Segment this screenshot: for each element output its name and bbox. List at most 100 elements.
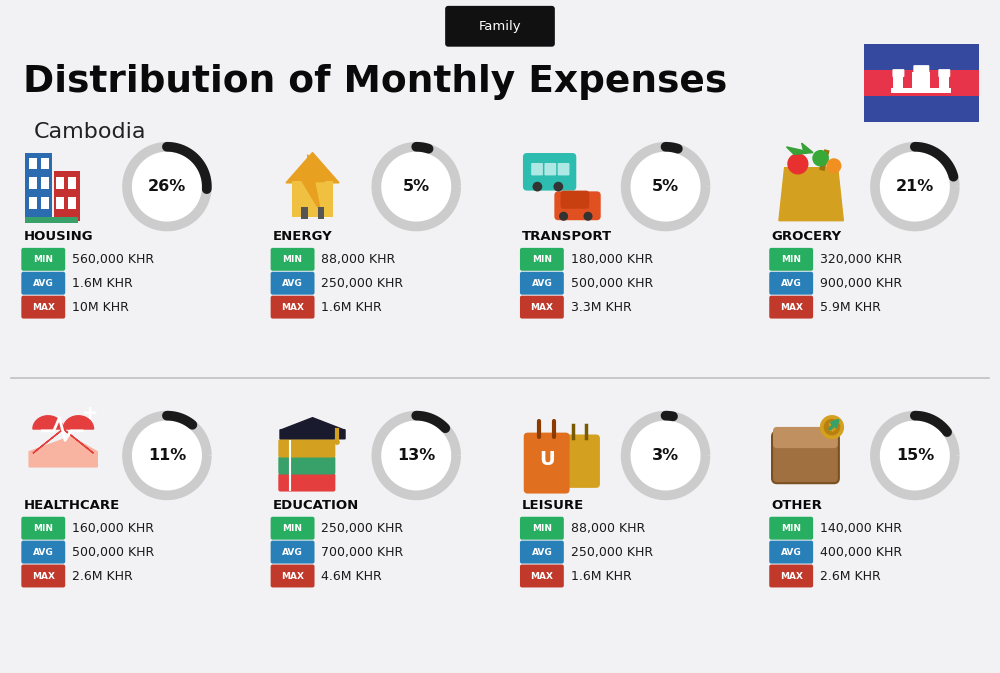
Text: MIN: MIN — [283, 524, 303, 533]
Text: 2.6M KHR: 2.6M KHR — [820, 569, 881, 583]
Circle shape — [824, 419, 840, 435]
Circle shape — [632, 422, 699, 489]
Polygon shape — [29, 437, 97, 467]
Circle shape — [533, 182, 542, 192]
Bar — [68, 197, 76, 209]
Text: 250,000 KHR: 250,000 KHR — [571, 546, 653, 559]
Bar — [893, 76, 903, 88]
Circle shape — [881, 422, 949, 489]
Circle shape — [123, 412, 211, 499]
Bar — [912, 72, 930, 88]
Text: 500,000 KHR: 500,000 KHR — [571, 277, 653, 289]
Circle shape — [382, 153, 450, 221]
Circle shape — [871, 143, 959, 230]
Text: 250,000 KHR: 250,000 KHR — [321, 277, 404, 289]
FancyBboxPatch shape — [544, 163, 556, 176]
Bar — [318, 207, 324, 219]
Circle shape — [622, 143, 709, 230]
Text: AVG: AVG — [532, 279, 552, 288]
Text: +: + — [81, 404, 98, 423]
Circle shape — [583, 212, 593, 221]
Text: 180,000 KHR: 180,000 KHR — [571, 253, 653, 266]
FancyBboxPatch shape — [271, 248, 315, 271]
Text: 4.6M KHR: 4.6M KHR — [321, 569, 382, 583]
FancyBboxPatch shape — [769, 565, 813, 588]
Bar — [29, 197, 37, 209]
Text: 13%: 13% — [397, 448, 435, 463]
Text: 3%: 3% — [652, 448, 679, 463]
Text: TRANSPORT: TRANSPORT — [522, 230, 612, 243]
Circle shape — [123, 143, 211, 230]
FancyBboxPatch shape — [520, 565, 564, 588]
FancyBboxPatch shape — [278, 456, 335, 474]
Text: MAX: MAX — [780, 571, 803, 581]
Text: 11%: 11% — [148, 448, 186, 463]
Text: 250,000 KHR: 250,000 KHR — [321, 522, 404, 535]
Circle shape — [335, 439, 340, 445]
Text: MAX: MAX — [281, 571, 304, 581]
FancyBboxPatch shape — [271, 295, 315, 318]
FancyBboxPatch shape — [445, 6, 555, 46]
FancyBboxPatch shape — [769, 272, 813, 295]
Text: $: $ — [828, 421, 836, 433]
FancyBboxPatch shape — [523, 153, 576, 190]
Text: Cambodia: Cambodia — [33, 122, 146, 142]
Bar — [891, 88, 951, 93]
FancyBboxPatch shape — [769, 248, 813, 271]
FancyBboxPatch shape — [524, 433, 570, 493]
Circle shape — [553, 182, 563, 192]
FancyBboxPatch shape — [21, 272, 65, 295]
Text: 5%: 5% — [403, 179, 430, 194]
Text: 5.9M KHR: 5.9M KHR — [820, 301, 881, 314]
Text: MAX: MAX — [281, 303, 304, 312]
Text: HEALTHCARE: HEALTHCARE — [23, 499, 120, 511]
FancyBboxPatch shape — [21, 295, 65, 318]
Text: MIN: MIN — [532, 255, 552, 264]
Bar — [864, 70, 979, 96]
Circle shape — [382, 422, 450, 489]
Bar — [41, 178, 49, 189]
FancyBboxPatch shape — [278, 473, 335, 491]
Text: Family: Family — [479, 20, 521, 33]
Circle shape — [826, 158, 841, 174]
FancyBboxPatch shape — [938, 69, 950, 77]
Polygon shape — [787, 143, 813, 155]
FancyBboxPatch shape — [769, 295, 813, 318]
FancyBboxPatch shape — [21, 517, 65, 540]
Circle shape — [133, 153, 201, 221]
FancyBboxPatch shape — [21, 565, 65, 588]
Text: 1.6M KHR: 1.6M KHR — [321, 301, 382, 314]
FancyBboxPatch shape — [558, 163, 569, 176]
Text: 560,000 KHR: 560,000 KHR — [72, 253, 154, 266]
Text: MAX: MAX — [530, 303, 553, 312]
FancyBboxPatch shape — [769, 517, 813, 540]
Text: 1.6M KHR: 1.6M KHR — [571, 569, 632, 583]
Text: AVG: AVG — [33, 548, 54, 557]
Text: 3.3M KHR: 3.3M KHR — [571, 301, 632, 314]
Circle shape — [820, 415, 844, 439]
Text: 26%: 26% — [148, 179, 186, 194]
Text: MAX: MAX — [32, 303, 55, 312]
Polygon shape — [301, 155, 324, 211]
Circle shape — [787, 153, 808, 174]
Bar — [301, 207, 308, 219]
Bar — [29, 157, 37, 170]
Bar — [939, 76, 949, 88]
FancyBboxPatch shape — [21, 540, 65, 563]
Text: 900,000 KHR: 900,000 KHR — [820, 277, 902, 289]
FancyBboxPatch shape — [561, 190, 589, 209]
Text: LEISURE: LEISURE — [522, 499, 584, 511]
Text: OTHER: OTHER — [771, 499, 822, 511]
Text: AVG: AVG — [781, 279, 802, 288]
Bar — [292, 181, 333, 217]
Text: MIN: MIN — [33, 524, 53, 533]
FancyBboxPatch shape — [520, 540, 564, 563]
Circle shape — [812, 150, 829, 166]
Text: 15%: 15% — [896, 448, 934, 463]
Text: 🏯: 🏯 — [915, 73, 927, 93]
FancyBboxPatch shape — [562, 435, 600, 488]
FancyBboxPatch shape — [278, 439, 335, 458]
Text: 700,000 KHR: 700,000 KHR — [321, 546, 404, 559]
Circle shape — [881, 153, 949, 221]
Bar — [25, 217, 78, 223]
